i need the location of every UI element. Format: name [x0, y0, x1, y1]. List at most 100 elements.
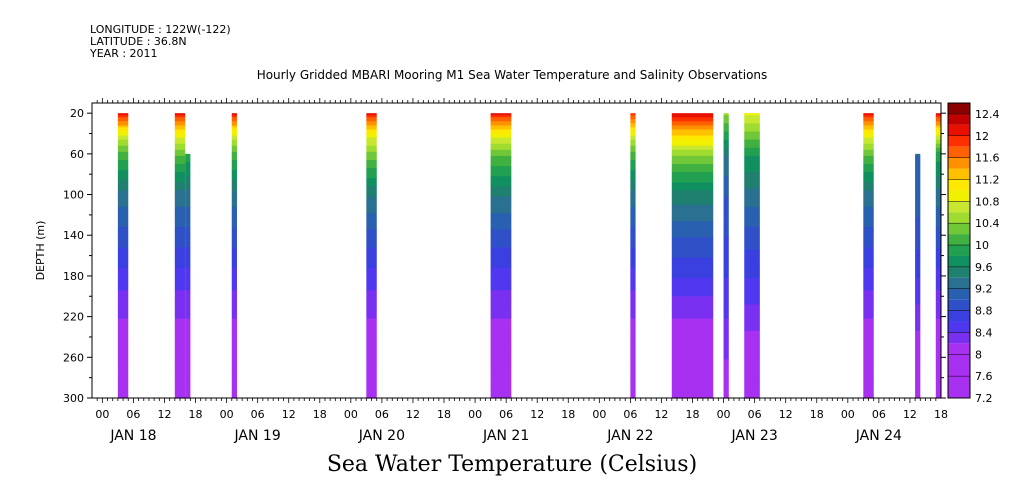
data-cell — [117, 306, 129, 310]
data-cell — [490, 113, 512, 116]
data-cell — [744, 302, 760, 306]
data-cell — [117, 162, 129, 165]
data-cell — [630, 371, 636, 375]
data-cell — [863, 174, 874, 177]
data-cell — [174, 363, 186, 367]
data-cell — [915, 330, 921, 334]
data-cell — [863, 322, 874, 326]
data-cell — [915, 206, 921, 210]
data-cell — [366, 233, 377, 236]
data-cell — [915, 357, 921, 360]
data-cell — [863, 223, 874, 226]
data-column — [117, 113, 129, 399]
data-cell — [915, 221, 921, 224]
data-cell — [231, 131, 237, 135]
data-cell — [490, 223, 512, 226]
data-cell — [490, 261, 512, 265]
data-cell — [671, 162, 714, 165]
data-cell — [630, 235, 636, 238]
data-cell — [671, 377, 714, 381]
data-column — [915, 153, 921, 399]
data-cell — [935, 383, 941, 387]
data-cell — [630, 345, 636, 348]
data-cell — [630, 223, 636, 226]
data-cell — [490, 117, 512, 120]
data-cell — [630, 271, 636, 275]
y-tick-label: 140 — [63, 229, 84, 242]
data-cell — [863, 251, 874, 255]
data-cell — [915, 359, 921, 362]
data-cell — [863, 249, 874, 253]
data-cell — [915, 316, 921, 320]
data-cell — [117, 385, 129, 389]
data-cell — [185, 241, 191, 244]
y-tick-label: 260 — [63, 351, 84, 364]
data-cell — [231, 139, 237, 143]
data-cell — [630, 361, 636, 365]
data-cell — [117, 363, 129, 367]
data-cell — [185, 300, 191, 303]
colorbar-label: 8.4 — [975, 326, 993, 339]
data-cell — [630, 275, 636, 279]
data-cell — [915, 247, 921, 251]
data-cell — [915, 343, 921, 346]
data-cell — [935, 375, 941, 379]
data-cell — [744, 247, 760, 251]
data-cell — [185, 343, 191, 346]
data-cell — [174, 214, 186, 218]
data-cell — [863, 141, 874, 145]
data-cell — [630, 306, 636, 310]
data-cell — [723, 192, 729, 196]
data-cell — [185, 202, 191, 206]
data-cell — [490, 273, 512, 277]
data-cell — [366, 166, 377, 169]
data-cell — [723, 275, 729, 279]
data-cell — [366, 141, 377, 145]
data-cell — [117, 123, 129, 126]
data-cell — [366, 229, 377, 232]
data-cell — [185, 159, 191, 163]
data-cell — [723, 383, 729, 387]
data-cell — [744, 221, 760, 224]
data-cell — [117, 336, 129, 340]
data-cell — [366, 341, 377, 344]
data-cell — [185, 223, 191, 226]
data-cell — [935, 395, 941, 399]
data-cell — [185, 196, 191, 200]
data-cell — [935, 265, 941, 269]
data-cell — [935, 351, 941, 354]
data-cell — [935, 339, 941, 342]
data-cell — [671, 143, 714, 147]
data-cell — [630, 151, 636, 155]
data-cell — [723, 369, 729, 373]
data-cell — [723, 155, 729, 159]
data-cell — [490, 200, 512, 204]
data-cell — [630, 375, 636, 379]
data-cell — [630, 214, 636, 218]
data-cell — [490, 282, 512, 285]
data-cell — [185, 271, 191, 275]
data-cell — [117, 157, 129, 161]
data-cell — [630, 176, 636, 179]
data-cell — [366, 377, 377, 381]
data-cell — [490, 391, 512, 395]
data-cell — [174, 141, 186, 145]
x-hour-label: 06 — [499, 408, 513, 421]
data-cell — [490, 225, 512, 228]
data-cell — [174, 267, 186, 271]
data-cell — [671, 135, 714, 139]
data-cell — [915, 269, 921, 273]
data-cell — [915, 353, 921, 356]
data-cell — [935, 184, 941, 188]
data-cell — [723, 157, 729, 161]
data-cell — [723, 190, 729, 194]
x-hour-label: 12 — [903, 408, 917, 421]
data-cell — [366, 202, 377, 206]
data-cell — [723, 151, 729, 155]
data-cell — [671, 355, 714, 358]
data-cell — [490, 389, 512, 393]
data-cell — [744, 172, 760, 175]
x-hour-label: 12 — [654, 408, 668, 421]
data-cell — [935, 334, 941, 338]
data-cell — [935, 271, 941, 275]
